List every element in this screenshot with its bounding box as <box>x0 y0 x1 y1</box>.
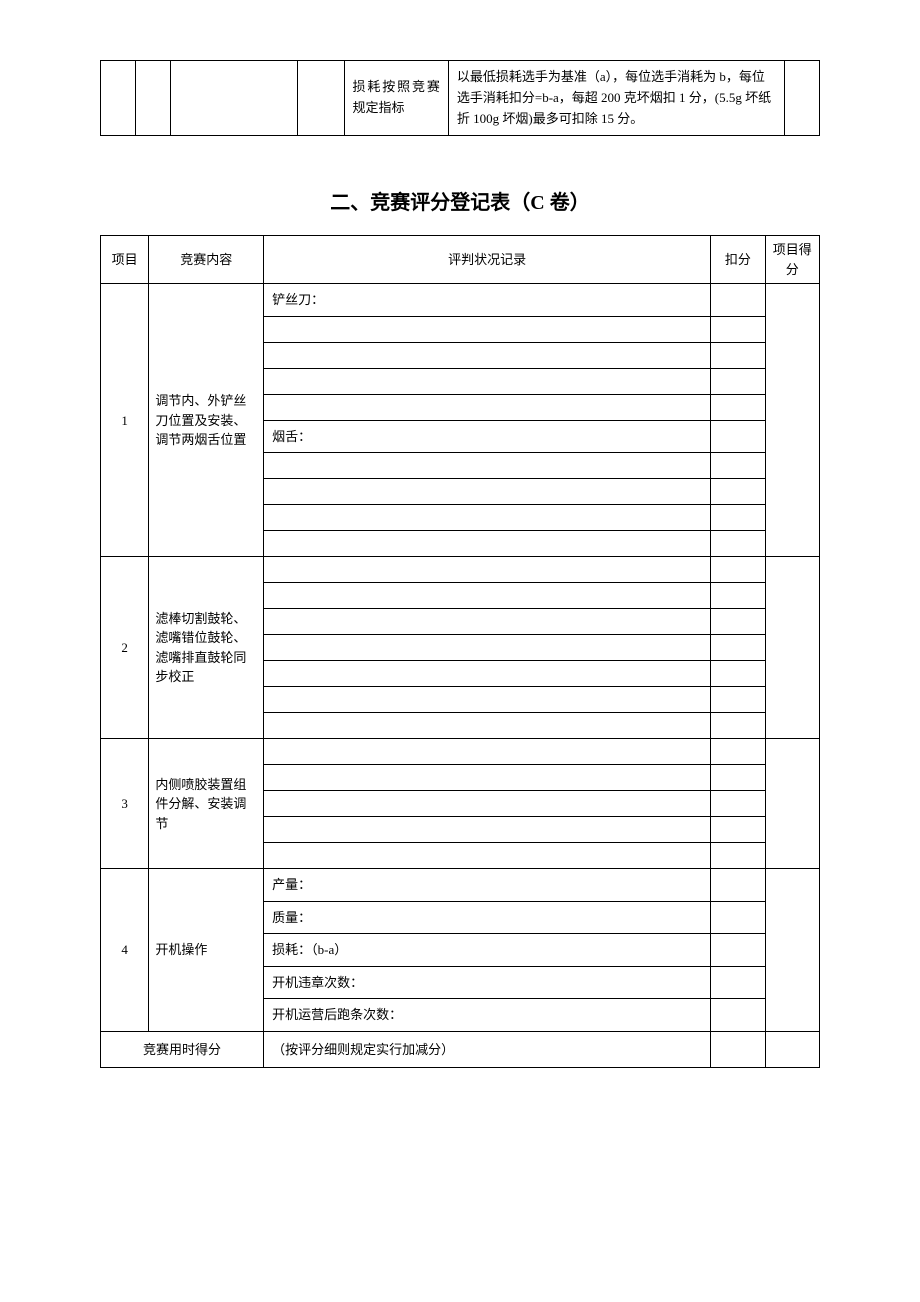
score-cell <box>765 869 819 1032</box>
table-header-row: 项目 竞赛内容 评判状况记录 扣分 项目得分 <box>101 236 820 284</box>
time-score-note: （按评分细则规定实行加减分） <box>264 1031 711 1068</box>
deduct-cell <box>711 661 765 687</box>
time-score-cell <box>765 1031 819 1068</box>
deduct-cell <box>711 765 765 791</box>
record-cell <box>264 765 711 791</box>
time-score-row: 竞赛用时得分（按评分细则规定实行加减分） <box>101 1031 820 1068</box>
record-cell <box>264 583 711 609</box>
deduct-cell <box>711 966 765 999</box>
table-row: 4开机操作产量： <box>101 869 820 902</box>
content-cell: 滤棒切割鼓轮、滤嘴错位鼓轮、滤嘴排直鼓轮同步校正 <box>149 557 264 739</box>
top-cell-3 <box>170 61 298 136</box>
content-cell: 内侧喷胶装置组件分解、安装调节 <box>149 739 264 869</box>
scoring-table: 项目 竞赛内容 评判状况记录 扣分 项目得分 1调节内、外铲丝刀位置及安装、调节… <box>100 235 820 1068</box>
record-cell <box>264 368 711 394</box>
content-cell: 开机操作 <box>149 869 264 1032</box>
top-cell-2 <box>135 61 170 136</box>
header-record: 评判状况记录 <box>264 236 711 284</box>
deduct-cell <box>711 284 765 317</box>
deduct-cell <box>711 583 765 609</box>
header-content: 竞赛内容 <box>149 236 264 284</box>
deduct-cell <box>711 394 765 420</box>
record-cell <box>264 739 711 765</box>
record-cell <box>264 791 711 817</box>
deduct-cell <box>711 843 765 869</box>
record-cell <box>264 505 711 531</box>
header-deduct: 扣分 <box>711 236 765 284</box>
header-item: 项目 <box>101 236 149 284</box>
item-number: 1 <box>101 284 149 557</box>
deduct-cell <box>711 635 765 661</box>
score-cell <box>765 739 819 869</box>
record-cell: 质量： <box>264 901 711 934</box>
time-deduct-cell <box>711 1031 765 1068</box>
top-cell-1 <box>101 61 136 136</box>
top-partial-table: 损耗按照竞赛规定指标 以最低损耗选手为基准（a），每位选手消耗为 b，每位选手消… <box>100 60 820 136</box>
deduct-cell <box>711 453 765 479</box>
score-cell <box>765 557 819 739</box>
record-cell: 产量： <box>264 869 711 902</box>
record-cell: 烟舌： <box>264 420 711 453</box>
record-cell <box>264 531 711 557</box>
record-cell: 铲丝刀： <box>264 284 711 317</box>
deduct-cell <box>711 531 765 557</box>
record-cell <box>264 713 711 739</box>
section-title: 二、竞赛评分登记表（C 卷） <box>100 186 820 215</box>
table-row: 1调节内、外铲丝刀位置及安装、调节两烟舌位置铲丝刀： <box>101 284 820 317</box>
deduct-cell <box>711 869 765 902</box>
deduct-cell <box>711 713 765 739</box>
item-number: 4 <box>101 869 149 1032</box>
record-cell <box>264 453 711 479</box>
record-cell <box>264 687 711 713</box>
table-row: 3内侧喷胶装置组件分解、安装调节 <box>101 739 820 765</box>
top-cell-loss-desc: 以最低损耗选手为基准（a），每位选手消耗为 b，每位选手消耗扣分=b-a，每超 … <box>448 61 784 136</box>
deduct-cell <box>711 817 765 843</box>
record-cell <box>264 316 711 342</box>
header-score: 项目得分 <box>765 236 819 284</box>
record-cell <box>264 843 711 869</box>
record-cell <box>264 817 711 843</box>
item-number: 2 <box>101 557 149 739</box>
deduct-cell <box>711 420 765 453</box>
record-cell: 损耗：（b-a） <box>264 934 711 967</box>
record-cell <box>264 479 711 505</box>
deduct-cell <box>711 505 765 531</box>
deduct-cell <box>711 479 765 505</box>
content-cell: 调节内、外铲丝刀位置及安装、调节两烟舌位置 <box>149 284 264 557</box>
record-cell <box>264 609 711 635</box>
deduct-cell <box>711 557 765 583</box>
top-cell-4 <box>298 61 344 136</box>
record-cell <box>264 557 711 583</box>
record-cell: 开机运营后跑条次数： <box>264 999 711 1032</box>
deduct-cell <box>711 342 765 368</box>
deduct-cell <box>711 687 765 713</box>
deduct-cell <box>711 934 765 967</box>
table-row: 2滤棒切割鼓轮、滤嘴错位鼓轮、滤嘴排直鼓轮同步校正 <box>101 557 820 583</box>
time-score-label: 竞赛用时得分 <box>101 1031 264 1068</box>
item-number: 3 <box>101 739 149 869</box>
record-cell <box>264 661 711 687</box>
top-cell-loss-label: 损耗按照竞赛规定指标 <box>344 61 448 136</box>
deduct-cell <box>711 609 765 635</box>
top-cell-7 <box>785 61 820 136</box>
deduct-cell <box>711 368 765 394</box>
record-cell: 开机违章次数： <box>264 966 711 999</box>
deduct-cell <box>711 901 765 934</box>
deduct-cell <box>711 999 765 1032</box>
deduct-cell <box>711 791 765 817</box>
deduct-cell <box>711 316 765 342</box>
score-cell <box>765 284 819 557</box>
record-cell <box>264 342 711 368</box>
record-cell <box>264 635 711 661</box>
deduct-cell <box>711 739 765 765</box>
record-cell <box>264 394 711 420</box>
